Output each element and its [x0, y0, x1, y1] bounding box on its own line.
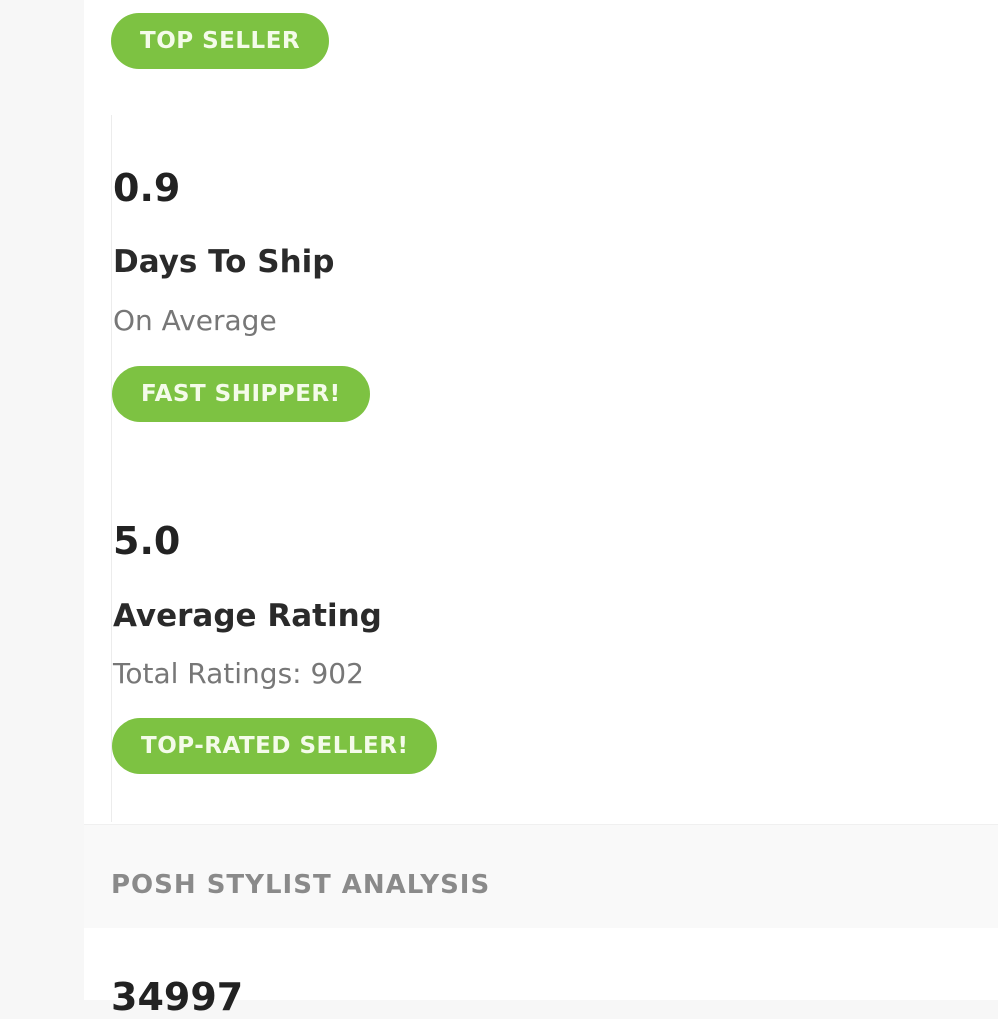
section-header: POSH STYLIST ANALYSIS — [84, 824, 998, 929]
days-to-ship-value: 0.9 — [113, 166, 181, 210]
average-rating-value: 5.0 — [113, 519, 181, 563]
total-ratings: Total Ratings: 902 — [113, 657, 364, 690]
fast-shipper-badge: FAST SHIPPER! — [112, 366, 370, 422]
top-rated-seller-badge: TOP-RATED SELLER! — [112, 718, 438, 774]
days-to-ship-label: Days To Ship — [113, 244, 335, 280]
divider — [111, 115, 112, 822]
days-to-ship-sub: On Average — [113, 304, 277, 337]
average-rating-label: Average Rating — [113, 598, 382, 634]
stylist-analysis-panel — [84, 928, 998, 1000]
stylist-stat-value: 34997 — [111, 975, 244, 1019]
section-title: POSH STYLIST ANALYSIS — [111, 870, 491, 900]
top-seller-badge: TOP SELLER — [111, 13, 330, 69]
